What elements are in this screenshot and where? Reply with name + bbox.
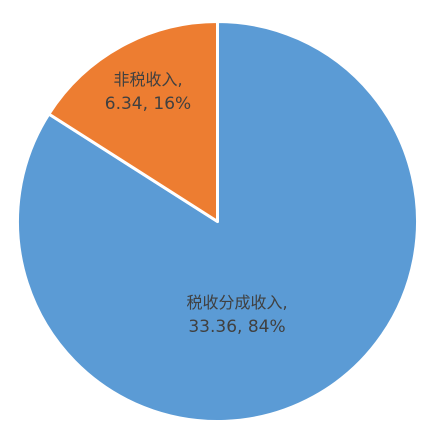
data-label-name-tax-share: 税收分成收入, (186, 293, 287, 312)
data-label-name-nontax: 非税收入, (113, 70, 182, 89)
pie-slice-nontax (47, 20, 219, 223)
pie-data-labels: 税收分成收入, 33.36, 84% 非税收入, 6.34, 16% (105, 70, 288, 337)
data-label-value-tax-share: 33.36, 84% (188, 317, 285, 337)
data-label-value-nontax: 6.34, 16% (105, 94, 191, 114)
pie-slices (16, 20, 419, 423)
